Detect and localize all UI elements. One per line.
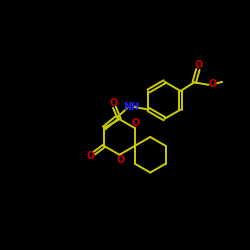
Text: O: O <box>109 98 117 108</box>
Text: O: O <box>116 155 125 165</box>
Text: O: O <box>86 151 94 161</box>
Text: O: O <box>208 79 217 89</box>
Text: NH: NH <box>123 102 139 112</box>
Text: O: O <box>194 60 203 70</box>
Text: O: O <box>131 118 140 128</box>
